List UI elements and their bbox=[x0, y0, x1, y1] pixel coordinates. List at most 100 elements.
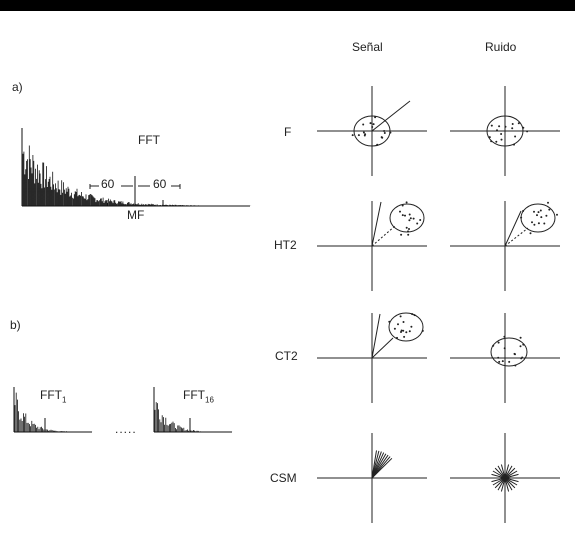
f-signal-ellipse bbox=[353, 115, 391, 147]
ht2-signal-point bbox=[399, 210, 401, 213]
fft-1-label: FFT1 bbox=[40, 388, 67, 405]
f-noise-point bbox=[526, 130, 529, 133]
f-noise-point bbox=[490, 140, 493, 143]
ct2-noise-point bbox=[501, 360, 504, 363]
ct2-signal-point bbox=[411, 313, 414, 316]
ht2-noise-point bbox=[529, 232, 532, 235]
spectrum-b1-peaks bbox=[14, 392, 93, 432]
f-noise-point bbox=[513, 143, 515, 146]
ht2-noise-vector bbox=[504, 210, 522, 247]
f-signal-point bbox=[376, 143, 379, 146]
ct2-signal-point bbox=[400, 331, 402, 333]
ht2-signal-point bbox=[405, 226, 408, 229]
ct2-noise-point bbox=[522, 343, 525, 346]
csm-noise-ray bbox=[504, 470, 518, 479]
f-signal-point bbox=[369, 122, 372, 125]
ct2-signal-point bbox=[396, 336, 398, 339]
csm-noise-ray bbox=[504, 477, 518, 486]
ht2-noise-point bbox=[531, 221, 533, 224]
row-label-ct2: CT2 bbox=[275, 349, 298, 363]
ct2-noise-point bbox=[503, 335, 506, 338]
ct2-noise-point bbox=[514, 364, 517, 367]
ht2-signal-point bbox=[401, 204, 404, 207]
ct2-signal-point bbox=[400, 329, 403, 332]
offset-left-label: 60 bbox=[101, 177, 115, 191]
mf-label: MF bbox=[127, 208, 145, 222]
f-signal-point bbox=[351, 134, 354, 137]
csm-noise-ray bbox=[500, 477, 506, 492]
ct2-noise-point bbox=[492, 344, 495, 347]
ht2-signal-point bbox=[404, 214, 406, 217]
row-label-csm: CSM bbox=[270, 471, 297, 485]
ct2-signal-point bbox=[403, 335, 406, 338]
f-signal-point bbox=[374, 116, 377, 119]
csm-signal-ray bbox=[371, 450, 377, 479]
ct2-signal-point bbox=[402, 329, 405, 332]
ht2-noise-point bbox=[533, 223, 536, 226]
ht2-signal-point bbox=[400, 233, 403, 236]
top-border-bar bbox=[0, 0, 575, 11]
f-signal-point bbox=[372, 123, 375, 126]
csm-noise-ray bbox=[492, 477, 506, 486]
ct2-noise-point bbox=[513, 352, 516, 355]
ht2-signal-point bbox=[408, 228, 410, 230]
csm-noise-ray bbox=[500, 464, 506, 479]
csm-noise-ray bbox=[504, 464, 510, 479]
ht2-signal-point bbox=[408, 219, 411, 222]
ht2-noise-point bbox=[540, 216, 543, 219]
f-noise-point bbox=[511, 127, 514, 130]
ht2-noise-dashed bbox=[504, 227, 529, 247]
csm-noise-ray bbox=[504, 467, 516, 479]
ht2-noise-point bbox=[543, 222, 546, 225]
ct2-signal-point bbox=[421, 329, 424, 332]
ht2-noise-point bbox=[537, 222, 540, 225]
f-noise-point bbox=[500, 138, 503, 141]
ct2-signal-point bbox=[405, 331, 408, 334]
spectra-group bbox=[13, 128, 252, 433]
f-signal-point bbox=[357, 134, 360, 137]
ct2-noise-point bbox=[519, 345, 522, 348]
ht2-noise-point bbox=[533, 210, 535, 213]
ct2-noise-ellipse bbox=[490, 337, 528, 367]
ct2-signal-point bbox=[402, 321, 405, 323]
f-noise-point bbox=[490, 124, 493, 127]
ct2-signal-point bbox=[410, 325, 413, 328]
ht2-signal-vector bbox=[371, 201, 382, 247]
row-label-ht2: HT2 bbox=[274, 238, 297, 252]
spectrum-b16-peaks bbox=[154, 402, 233, 432]
f-signal-point bbox=[389, 131, 392, 134]
f-signal-point bbox=[383, 130, 386, 132]
f-noise-point bbox=[522, 126, 525, 129]
ht2-noise-point bbox=[537, 211, 540, 214]
ht2-signal-point bbox=[407, 233, 410, 236]
f-signal-vector bbox=[371, 100, 411, 132]
ct2-signal-point bbox=[399, 315, 402, 318]
ct2-signal-point bbox=[413, 314, 416, 317]
f-noise-point bbox=[517, 122, 520, 125]
ct2-noise-point bbox=[521, 356, 524, 359]
ct2-signal-point bbox=[388, 320, 391, 323]
ht2-noise-point bbox=[539, 209, 542, 212]
ct2-signal-point bbox=[408, 330, 411, 333]
ct2-signal-vector bbox=[371, 337, 394, 359]
f-noise-point bbox=[504, 125, 507, 128]
csm-noise-ray bbox=[504, 477, 510, 492]
ct2-noise-point bbox=[519, 336, 522, 339]
f-signal-point bbox=[371, 126, 374, 128]
row-label-f: F bbox=[284, 125, 292, 139]
f-noise-point bbox=[498, 125, 501, 128]
f-noise-point bbox=[496, 129, 498, 132]
ht2-signal-point bbox=[405, 201, 408, 204]
f-signal-point bbox=[362, 123, 365, 126]
offset-arrows bbox=[89, 184, 181, 189]
ht2-signal-point bbox=[407, 230, 409, 233]
column-header-noise: Ruido bbox=[485, 40, 517, 54]
ct2-noise-point bbox=[497, 341, 500, 344]
ct2-noise-point bbox=[508, 360, 511, 363]
csm-noise-ray bbox=[494, 467, 506, 479]
scatter-plots bbox=[317, 86, 560, 523]
ellipsis: ..... bbox=[115, 422, 137, 436]
csm-noise-ray bbox=[492, 470, 506, 479]
csm-noise-ray bbox=[504, 477, 513, 491]
